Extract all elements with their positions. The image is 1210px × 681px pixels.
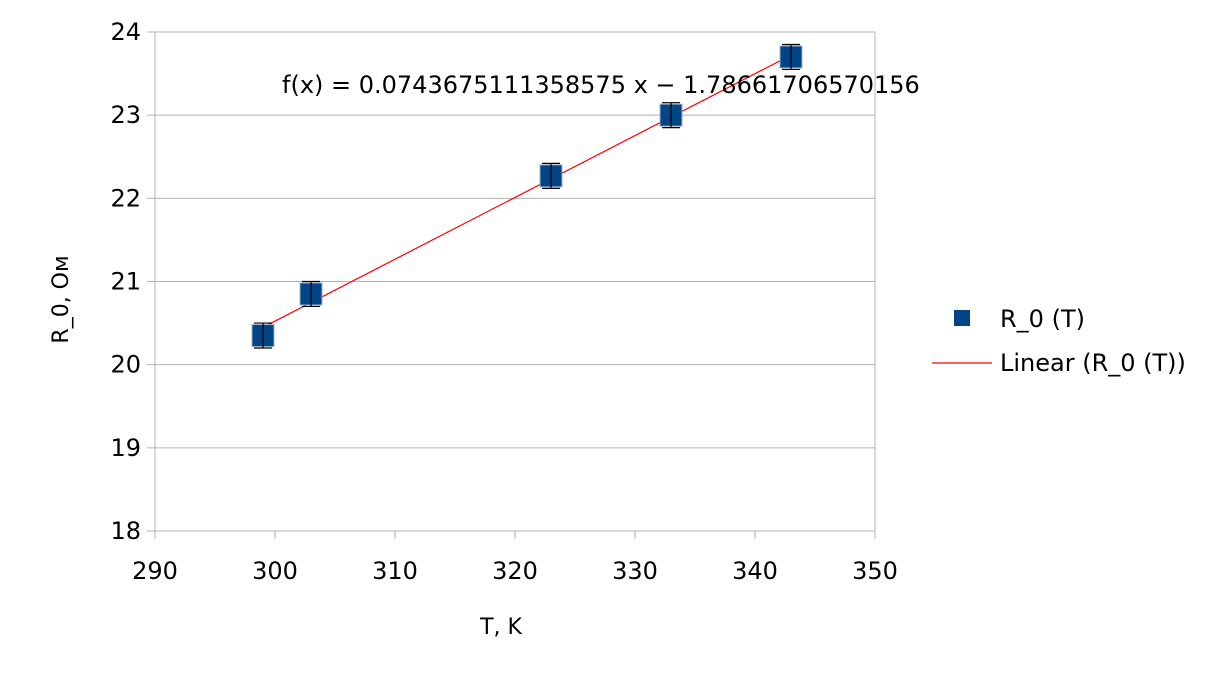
data-points — [251, 43, 803, 349]
data-point — [251, 322, 275, 349]
y-tick-label: 21 — [110, 268, 141, 296]
x-tick-label: 340 — [732, 557, 778, 585]
grid-lines — [155, 31, 875, 532]
x-tick-label: 310 — [372, 557, 418, 585]
x-tick-label: 300 — [252, 557, 298, 585]
data-point — [299, 280, 323, 308]
data-point — [539, 162, 563, 189]
x-axis: 290 300 310 320 330 340 350 — [132, 531, 898, 585]
x-tick-label: 290 — [132, 557, 178, 585]
y-tick-label: 18 — [110, 517, 141, 545]
y-axis: 18 19 20 21 22 23 24 — [110, 18, 155, 545]
x-tick-label: 330 — [612, 557, 658, 585]
y-tick-label: 19 — [110, 434, 141, 462]
data-point — [659, 102, 683, 129]
data-point — [779, 43, 803, 71]
x-tick-label: 320 — [492, 557, 538, 585]
y-axis-title: R_0, Ом — [49, 255, 74, 343]
trendline — [262, 54, 792, 328]
y-tick-label: 20 — [110, 351, 141, 379]
legend-trendline-label: Linear (R_0 (T)) — [1000, 349, 1186, 377]
x-tick-label: 350 — [852, 557, 898, 585]
x-axis-title: T, K — [479, 615, 522, 640]
y-tick-label: 22 — [110, 184, 141, 212]
legend-series-label: R_0 (T) — [1000, 305, 1085, 333]
y-tick-label: 23 — [110, 101, 141, 129]
legend: R_0 (T) Linear (R_0 (T)) — [932, 305, 1186, 377]
trendline-equation: f(x) = 0.0743675111358575 x − 1.78661706… — [282, 71, 920, 99]
y-tick-label: 24 — [110, 18, 141, 46]
legend-marker-square — [954, 310, 970, 326]
